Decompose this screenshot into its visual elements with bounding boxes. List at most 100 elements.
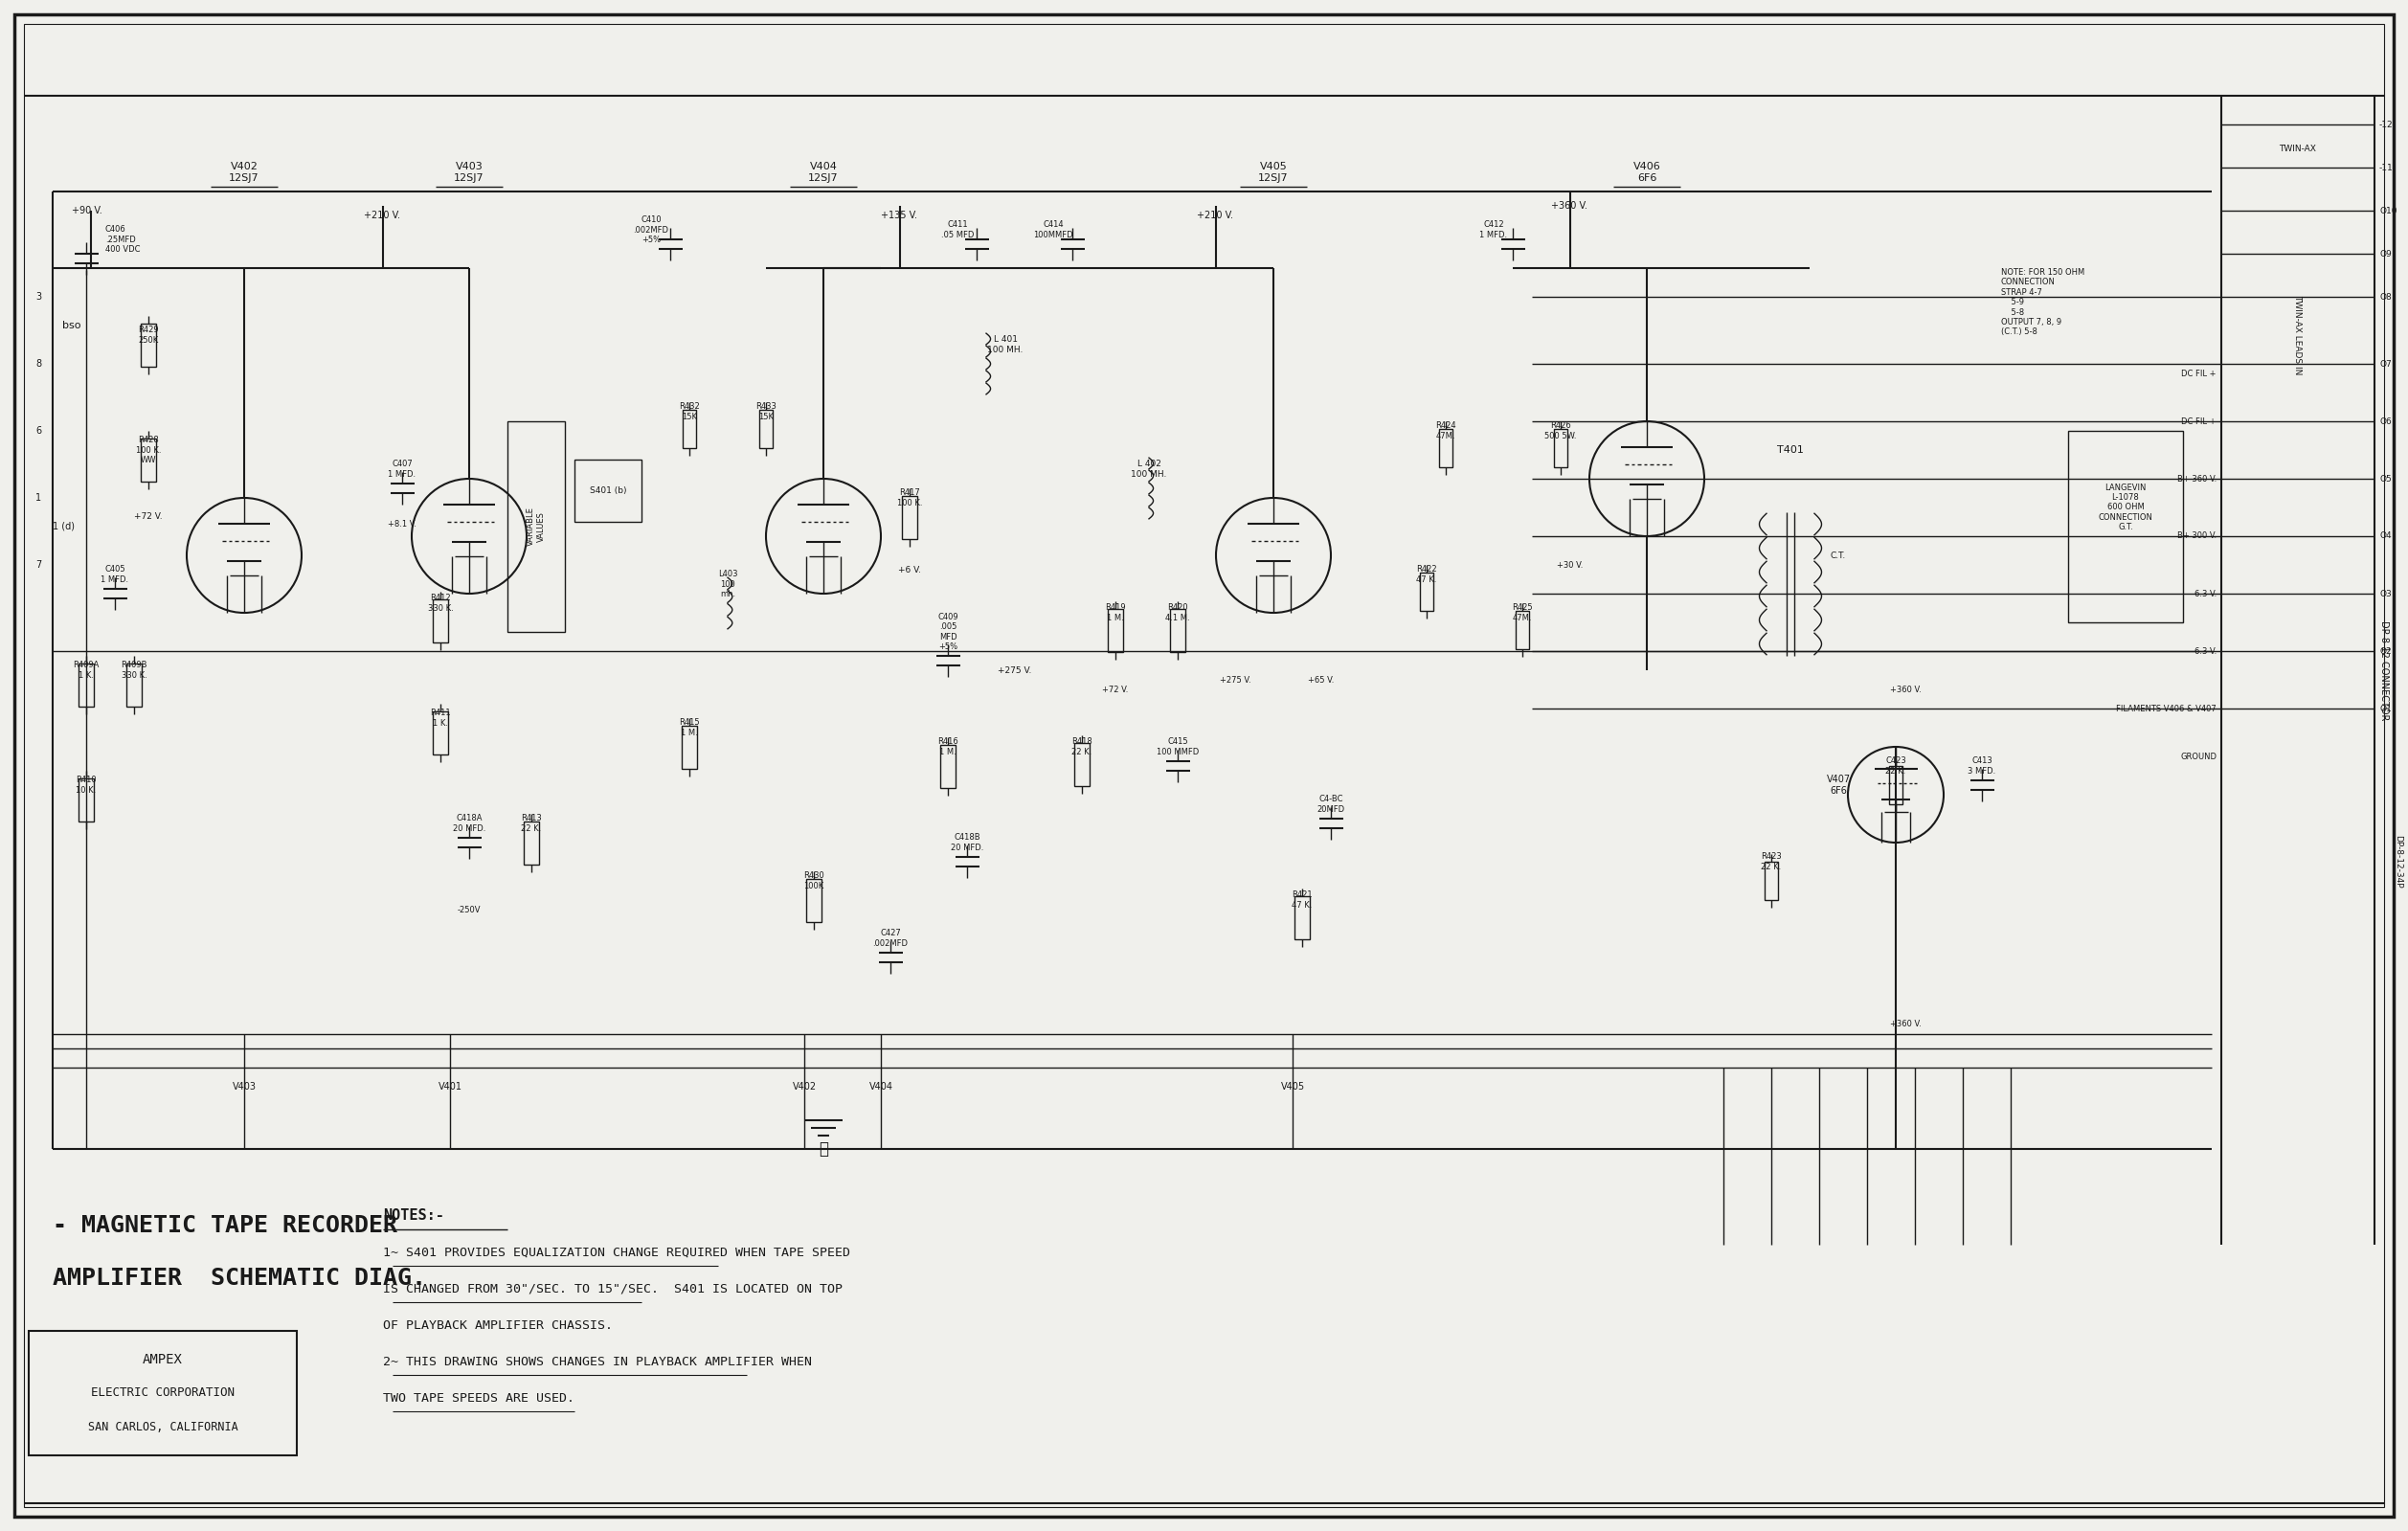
Text: S401 (b): S401 (b) [590,485,626,495]
Text: R430
100K: R430 100K [804,871,824,890]
Text: 1~ S401 PROVIDES EQUALIZATION CHANGE REQUIRED WHEN TAPE SPEED: 1~ S401 PROVIDES EQUALIZATION CHANGE REQ… [383,1246,850,1258]
Text: SAN CARLOS, CALIFORNIA: SAN CARLOS, CALIFORNIA [87,1421,238,1433]
Text: R412
330 K.: R412 330 K. [429,594,453,612]
Text: +90 V.: +90 V. [72,205,101,216]
Text: C406
.25MFD
400 VDC: C406 .25MFD 400 VDC [106,225,140,254]
Bar [1108,608,1122,652]
Text: V406
6F6: V406 6F6 [1633,162,1662,182]
Text: B+ 300 V.: B+ 300 V. [2177,531,2215,540]
Text: R410
10 K.: R410 10 K. [75,776,96,795]
Bar [1553,429,1568,467]
Text: O1: O1 [2379,704,2391,713]
Text: R422
47 K.: R422 47 K. [1416,565,1438,583]
Text: C409
.005
MFD
+5%: C409 .005 MFD +5% [937,612,958,651]
Text: +65 V.: +65 V. [1308,675,1334,684]
Bar [1765,862,1777,900]
Bar [576,459,641,522]
Text: C415
100 MMFD: C415 100 MMFD [1156,738,1199,756]
Text: AMPLIFIER  SCHEMATIC DIAG.: AMPLIFIER SCHEMATIC DIAG. [53,1266,426,1289]
Text: R425
47M.: R425 47M. [1512,603,1534,622]
Bar [807,879,821,922]
Text: R419
1 M.: R419 1 M. [1105,603,1127,622]
Text: R432
15K: R432 15K [679,403,701,421]
Text: C427
.002MFD: C427 .002MFD [872,929,908,948]
Text: VARIABLE
VALUES: VARIABLE VALUES [527,507,547,547]
Text: +135 V.: +135 V. [881,211,917,220]
Text: 7: 7 [36,560,41,570]
Text: NOTE: FOR 150 OHM
CONNECTION
STRAP 4-7
    5-9
    5-8
OUTPUT 7, 8, 9
(C.T.) 5-8: NOTE: FOR 150 OHM CONNECTION STRAP 4-7 5… [2001,268,2085,337]
Bar [681,410,696,449]
Bar [1515,611,1529,649]
Bar [79,778,94,821]
Bar [79,663,94,706]
Text: NOTES:-: NOTES:- [383,1209,443,1223]
Text: TWIN-AX LEADS IN: TWIN-AX LEADS IN [2292,295,2302,375]
Text: O6: O6 [2379,416,2391,426]
Text: O10: O10 [2379,207,2396,214]
Text: -12: -12 [2379,119,2394,129]
Text: +30 V.: +30 V. [1558,560,1584,570]
Text: C405
1 MFD.: C405 1 MFD. [101,565,130,583]
Bar [433,710,448,753]
Text: TWO TAPE SPEEDS ARE USED.: TWO TAPE SPEEDS ARE USED. [383,1392,576,1404]
Text: 1: 1 [36,493,41,502]
Text: R416
1 M.: R416 1 M. [937,738,958,756]
Text: B+ 360 V.: B+ 360 V. [2177,475,2215,484]
Bar [1296,896,1310,939]
Text: -11: -11 [2379,164,2394,171]
Text: 6.3 V.: 6.3 V. [2194,646,2215,655]
Text: R415
1 M.: R415 1 M. [679,718,701,736]
Text: O7: O7 [2379,360,2391,367]
Text: +210 V.: +210 V. [364,211,400,220]
Bar [125,663,142,706]
Text: +360 V.: +360 V. [1890,1020,1922,1029]
Text: 6.3 V.: 6.3 V. [2194,589,2215,599]
Text: R409A
1 K.: R409A 1 K. [72,661,99,680]
Text: R433
15K: R433 15K [756,403,775,421]
Text: R429
250K: R429 250K [137,326,159,344]
Bar [508,421,566,632]
Text: R426
500 5W.: R426 500 5W. [1544,421,1577,439]
Bar [29,1330,296,1456]
Text: O9: O9 [2379,250,2391,259]
Text: +210 V.: +210 V. [1197,211,1233,220]
Text: FILAMENTS V406 & V407: FILAMENTS V406 & V407 [2117,704,2215,713]
Bar [939,744,956,787]
Text: C4-BC
20MFD: C4-BC 20MFD [1317,795,1344,813]
Text: C412
1 MFD.: C412 1 MFD. [1479,220,1507,239]
Text: +275 V.: +275 V. [1218,675,1250,684]
Text: O2: O2 [2379,646,2391,655]
Text: GROUND: GROUND [2179,752,2215,761]
Text: R420
4.1 M.: R420 4.1 M. [1165,603,1190,622]
Text: V407
6F6: V407 6F6 [1825,775,1849,796]
Text: L 401
100 MH.: L 401 100 MH. [987,335,1023,354]
Text: V404
12SJ7: V404 12SJ7 [809,162,838,182]
Text: R418
22 K.: R418 22 K. [1072,738,1093,756]
Text: R411
1 K.: R411 1 K. [431,709,450,727]
Bar [1074,743,1088,785]
Text: V402
12SJ7: V402 12SJ7 [229,162,260,182]
Text: +6 V.: +6 V. [898,565,922,574]
Text: -250V: -250V [458,905,482,914]
Bar [433,599,448,641]
Bar [759,410,773,449]
Text: C418A
20 MFD.: C418A 20 MFD. [453,814,486,833]
Text: 3: 3 [36,292,41,302]
Bar [903,496,917,539]
Text: V401: V401 [438,1082,462,1092]
Text: T401: T401 [1777,446,1804,455]
Text: DP-8-12-34P: DP-8-12-34P [2394,834,2403,888]
Text: C414
100MMFD: C414 100MMFD [1033,220,1074,239]
Text: +72 V.: +72 V. [135,513,164,522]
Text: C423
22 K.: C423 22 K. [1885,756,1907,775]
Text: O5: O5 [2379,475,2391,484]
Text: L 402
100 MH.: L 402 100 MH. [1132,459,1168,479]
Text: V403
12SJ7: V403 12SJ7 [455,162,484,182]
Text: DC FIL +: DC FIL + [2182,416,2215,426]
Bar [681,726,696,769]
Text: V405: V405 [1281,1082,1305,1092]
Text: V403: V403 [231,1082,255,1092]
Text: R421
47 K.: R421 47 K. [1291,891,1312,909]
Text: +8.1 V.: +8.1 V. [388,521,417,530]
Text: V404: V404 [869,1082,893,1092]
